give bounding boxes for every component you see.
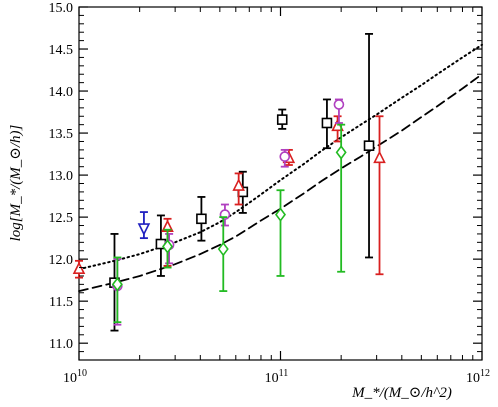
- plot-frame: [78, 6, 483, 361]
- x-axis: 1010 1011 1012: [63, 7, 490, 386]
- square-marker: [363, 140, 375, 151]
- dashed-model-curve: [78, 73, 483, 292]
- square-data-point: [276, 108, 288, 130]
- y-axis-label: log[M_*/(M_⊙/h)]: [8, 124, 24, 241]
- y-axis: 11.0 11.5 12.0 12.5 13.0 13.5 14.0 14.5 15.0: [49, 1, 482, 352]
- y-tick-label: 11.0: [49, 337, 73, 352]
- circle-data-point: [333, 98, 345, 124]
- diamond-marker: [335, 145, 347, 160]
- circle-data-point: [219, 203, 231, 227]
- diamond-data-point: [162, 228, 174, 269]
- y-tick-label: 13.5: [49, 127, 74, 142]
- triangle-up-data-point: [72, 259, 86, 279]
- dotted-model-curve: [78, 43, 483, 271]
- triangle-down-marker: [137, 223, 151, 236]
- square-data-point: [237, 170, 249, 214]
- model-curves: [78, 43, 483, 292]
- diamond-data-point: [111, 256, 123, 324]
- diamond-marker: [275, 207, 286, 222]
- triangle-up-data-point: [373, 115, 386, 276]
- diamond-data-point: [275, 189, 286, 277]
- y-tick-label: 15.0: [49, 1, 74, 16]
- y-tick-label: 14.0: [49, 85, 74, 100]
- x-tick-label: 1011: [265, 368, 289, 386]
- square-data-point: [363, 32, 375, 259]
- y-tick-label: 13.0: [49, 169, 74, 184]
- square-marker: [196, 213, 207, 225]
- diamond-data-point: [217, 216, 229, 292]
- square-data-point: [321, 98, 333, 150]
- circle-data-point: [279, 148, 291, 168]
- x-tick-label: 1012: [466, 368, 490, 386]
- circle-marker: [279, 151, 291, 162]
- triangle-up-data-point: [232, 172, 245, 206]
- y-tick-label: 11.5: [49, 295, 73, 310]
- y-tick-label: 14.5: [49, 43, 74, 58]
- triangle-down-data-point: [137, 211, 151, 240]
- data-points: [72, 32, 386, 332]
- square-marker: [321, 117, 333, 129]
- diamond-data-point: [335, 123, 347, 273]
- triangle-up-marker: [373, 150, 386, 164]
- square-data-point: [196, 196, 207, 242]
- diamond-marker: [217, 241, 229, 257]
- x-axis-label: M_*/(M_⊙/h^2): [351, 385, 452, 401]
- triangle-up-data-point: [331, 115, 344, 143]
- diamond-marker: [162, 239, 174, 254]
- triangle-up-marker: [72, 261, 86, 275]
- x-tick-label: 1010: [63, 368, 87, 386]
- y-tick-label: 12.5: [49, 211, 74, 226]
- y-tick-label: 12.0: [49, 253, 74, 268]
- triangle-up-marker: [232, 178, 245, 191]
- square-marker: [276, 114, 288, 125]
- diamond-marker: [111, 277, 123, 292]
- circle-marker: [333, 99, 345, 110]
